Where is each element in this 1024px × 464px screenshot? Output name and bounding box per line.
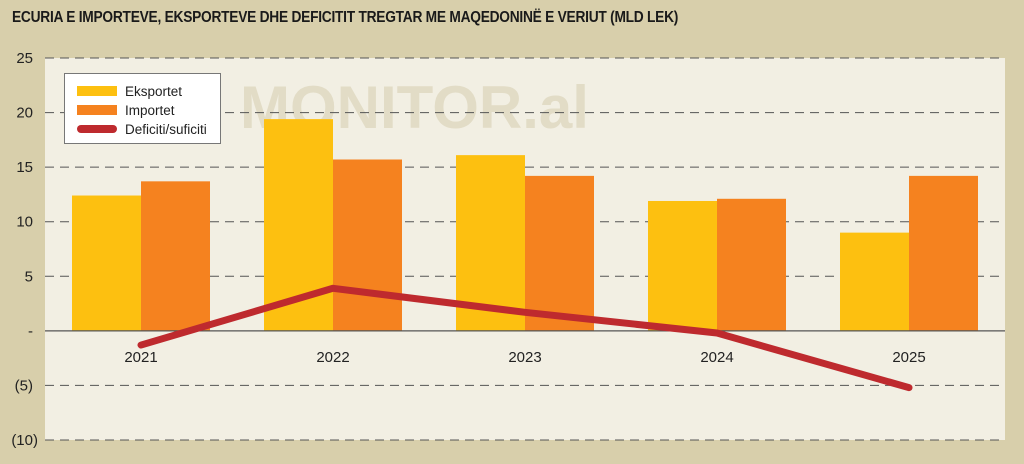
x-tick-label: 2025 (892, 349, 925, 366)
bar-importet-2022 (333, 159, 402, 331)
bar-importet-2025 (909, 175, 978, 331)
bar-eksportet-2021 (72, 195, 141, 331)
y-tick-label: (10) (11, 432, 38, 449)
y-tick-label: 5 (25, 268, 33, 285)
legend-swatch (77, 86, 117, 96)
x-tick-label: 2023 (508, 349, 541, 366)
legend-swatch (77, 105, 117, 115)
bar-eksportet-2025 (840, 232, 909, 331)
x-tick-label: 2022 (316, 349, 349, 366)
x-tick-label: 2021 (124, 349, 157, 366)
bar-importet-2024 (717, 198, 786, 331)
legend-label: Importet (125, 103, 175, 118)
y-tick-label: (5) (15, 377, 33, 394)
bar-eksportet-2023 (456, 155, 525, 331)
legend-label: Eksportet (125, 84, 182, 99)
legend-label: Deficiti/suficiti (125, 122, 207, 137)
y-tick-label: 10 (16, 214, 33, 231)
bar-eksportet-2024 (648, 200, 717, 331)
y-tick-label: 25 (16, 50, 33, 67)
bar-importet-2021 (141, 181, 210, 331)
chart-title: ECURIA E IMPORTEVE, EKSPORTEVE DHE DEFIC… (12, 9, 679, 26)
bar-importet-2023 (525, 175, 594, 331)
y-tick-label: 15 (16, 159, 33, 176)
y-tick-label: 20 (16, 105, 33, 122)
x-tick-label: 2024 (700, 349, 733, 366)
y-tick-label: - (28, 323, 33, 340)
